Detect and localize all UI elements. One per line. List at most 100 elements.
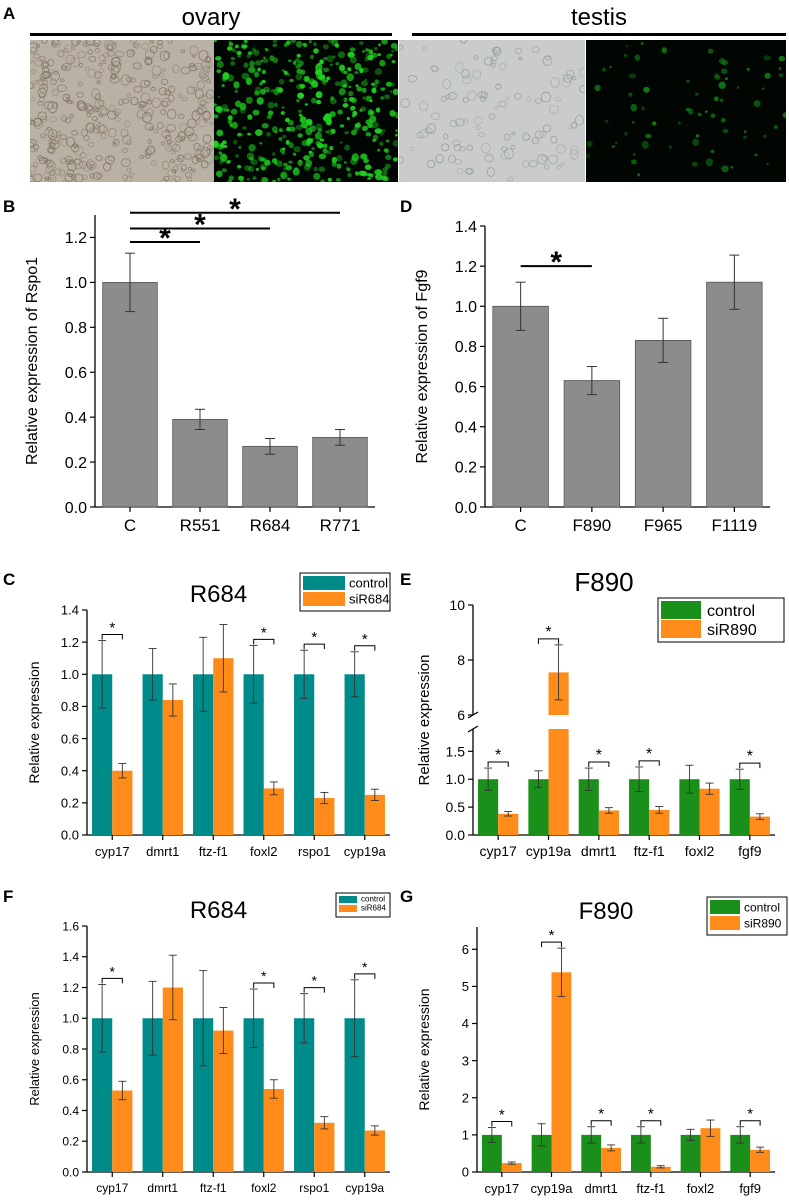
chart-f-ytick-label: 0.2 [62, 1135, 79, 1149]
chart-g-sig-star-dmrt1: * [598, 1106, 604, 1123]
chart-e-sig-bracket-dmrt1 [588, 761, 610, 768]
chart-e-sig-bracket-cyp19a [537, 638, 560, 644]
chart-d-ytick-label: 1.0 [455, 299, 477, 316]
chart-b-ylabel: Relative expression of Rspo1 [24, 257, 41, 465]
panel-letter-c: C [3, 570, 16, 589]
chart-c-xtick-label: rspo1 [298, 844, 331, 859]
chart-e-xtick-label: foxl2 [685, 843, 715, 859]
chart-b-ytick-label: 0.0 [65, 500, 87, 517]
chart-g-legend-swatch-siR890 [710, 916, 740, 930]
chart-f-bar-control-cyp19a [344, 1018, 365, 1172]
chart-g-xtick-label: cyp19a [531, 1181, 574, 1196]
chart-e-bar-control-foxl2 [679, 779, 700, 835]
chart-e-sig-bracket-cyp17 [487, 761, 509, 768]
chart-d-ylabel: Relative expression of Fgf9 [414, 269, 431, 463]
chart-c-bar-control-foxl2 [243, 674, 264, 835]
chart-g-ytick-label: 4 [462, 1016, 469, 1031]
chart-b-ytick-label: 0.4 [65, 410, 87, 427]
chart-c-title: R684 [190, 581, 247, 608]
chart-d-xtick-label: C [514, 516, 526, 535]
chart-b-ytick-label: 1.2 [65, 230, 87, 247]
chart-g-ytick-label: 6 [462, 942, 469, 957]
chart-f-legend-label-siR684: siR684 [361, 904, 386, 913]
chart-d-ytick-label: 1.4 [455, 219, 477, 236]
chart-f-sig-star-rspo1: * [312, 973, 318, 989]
chart-e-legend-label-control: control [707, 603, 755, 620]
chart-f-ylabel: Relative expression [27, 992, 42, 1105]
chart-g-bar-siR890-cyp19a [551, 972, 572, 1172]
chart-g-ytick-label: 3 [462, 1053, 469, 1068]
chart-d-bar-F1119 [706, 281, 763, 508]
chart-f-ytick-label: 0.8 [62, 1042, 79, 1056]
chart-c-sig-bracket-cyp19a [354, 645, 376, 651]
chart-b-ytick-label: 1.0 [65, 275, 87, 292]
chart-e-bar-control-cyp17 [478, 779, 499, 835]
panel-letter-f: F [3, 887, 14, 906]
chart-g-ylabel: Relative expression [416, 988, 432, 1110]
chart-e-bar-siR890-foxl2 [699, 788, 720, 835]
chart-f-sig-star-cyp19a: * [362, 959, 368, 975]
testis-brightfield-image [399, 40, 585, 182]
chart-b-bar-R684 [242, 445, 298, 508]
chart-d-bar-F965 [634, 340, 692, 508]
chart-c-xtick-label: cyp19a [344, 844, 387, 859]
chart-c-sig-bracket-rspo1 [303, 643, 325, 650]
testis-label: testis [570, 4, 627, 31]
panel-letter-e: E [400, 570, 412, 589]
chart-c-ytick-label: 0.0 [61, 828, 79, 843]
chart-g-xtick-label: fgf9 [739, 1181, 761, 1196]
chart-f-ytick-label: 0.0 [62, 1165, 79, 1179]
chart-f-legend-swatch-siR684 [339, 905, 357, 912]
chart-g-title: F890 [579, 898, 634, 925]
chart-g-bar-control-dmrt1 [581, 1134, 602, 1172]
chart-f-legend-label-control: control [361, 895, 385, 904]
panel-letter-a: A [3, 4, 16, 23]
testis-underline [412, 33, 786, 36]
chart-b-ytick-label: 0.6 [65, 365, 87, 382]
chart-c-sig-star-cyp19a: * [362, 631, 368, 648]
chart-f-xtick-label: dmrt1 [147, 1181, 178, 1195]
chart-b-bar-C [102, 281, 158, 508]
ovary-underline [30, 33, 392, 36]
chart-c-sig-star-cyp17: * [109, 620, 115, 637]
chart-f-legend-swatch-control [339, 896, 357, 903]
chart-g-bar-control-fgf9 [730, 1134, 751, 1172]
chart-b-bar-R551 [172, 418, 228, 508]
chart-e-xtick-label: fgf9 [738, 843, 762, 859]
chart-e-legend-label-siR890: siR890 [707, 622, 757, 639]
chart-c-bar-siR684-cyp19a [364, 794, 385, 835]
chart-f-bar-control-dmrt1 [142, 1018, 163, 1172]
chart-c-ytick-label: 1.4 [61, 603, 79, 618]
chart-f-bar-control-rspo1 [294, 1018, 315, 1172]
chart-e-ytick-label: 10 [449, 597, 465, 613]
chart-f-sig-bracket-cyp19a [354, 973, 376, 979]
chart-c-xtick-label: foxl2 [250, 844, 277, 859]
chart-g-bar-siR890-dmrt1 [601, 1147, 622, 1172]
chart-d-xtick-label: F890 [573, 516, 612, 535]
chart-c-legend-swatch-control [303, 576, 345, 590]
chart-d-xtick-label: F965 [644, 516, 683, 535]
chart-f-sig-bracket-foxl2 [253, 982, 275, 989]
chart-e-bar-siR890-dmrt1 [598, 810, 619, 835]
chart-g-xtick-label: cyp17 [484, 1181, 519, 1196]
chart-g-sig-star-fgf9: * [747, 1106, 753, 1123]
chart-f-bar-siR684-rspo1 [314, 1122, 335, 1172]
chart-c-ytick-label: 0.2 [61, 796, 79, 811]
chart-e-xtick-label: cyp17 [479, 843, 517, 859]
chart-b-xtick-label: C [124, 516, 136, 535]
chart-d-ytick-label: 1.2 [455, 259, 477, 276]
chart-f-ytick-label: 1.0 [62, 1012, 79, 1026]
chart-c-bar-siR684-cyp17 [112, 770, 133, 835]
chart-f-ytick-label: 0.4 [62, 1104, 79, 1118]
chart-c-ytick-label: 0.6 [61, 731, 79, 746]
chart-e-bar-break-cyp19a [547, 715, 570, 729]
chart-f-title: R684 [190, 897, 247, 924]
chart-f-bar-siR684-ftz-f1 [213, 1030, 234, 1172]
chart-e-ytick-label: 1.0 [446, 771, 466, 787]
chart-f-bar-siR684-cyp19a [364, 1130, 385, 1172]
chart-g-bar-control-foxl2 [680, 1134, 701, 1172]
chart-c-bar-control-ftz-f1 [193, 674, 214, 835]
chart-d-ytick-label: 0.2 [455, 460, 477, 477]
chart-f-bar-siR684-foxl2 [263, 1088, 284, 1172]
chart-f-ytick-label: 0.6 [62, 1073, 79, 1087]
